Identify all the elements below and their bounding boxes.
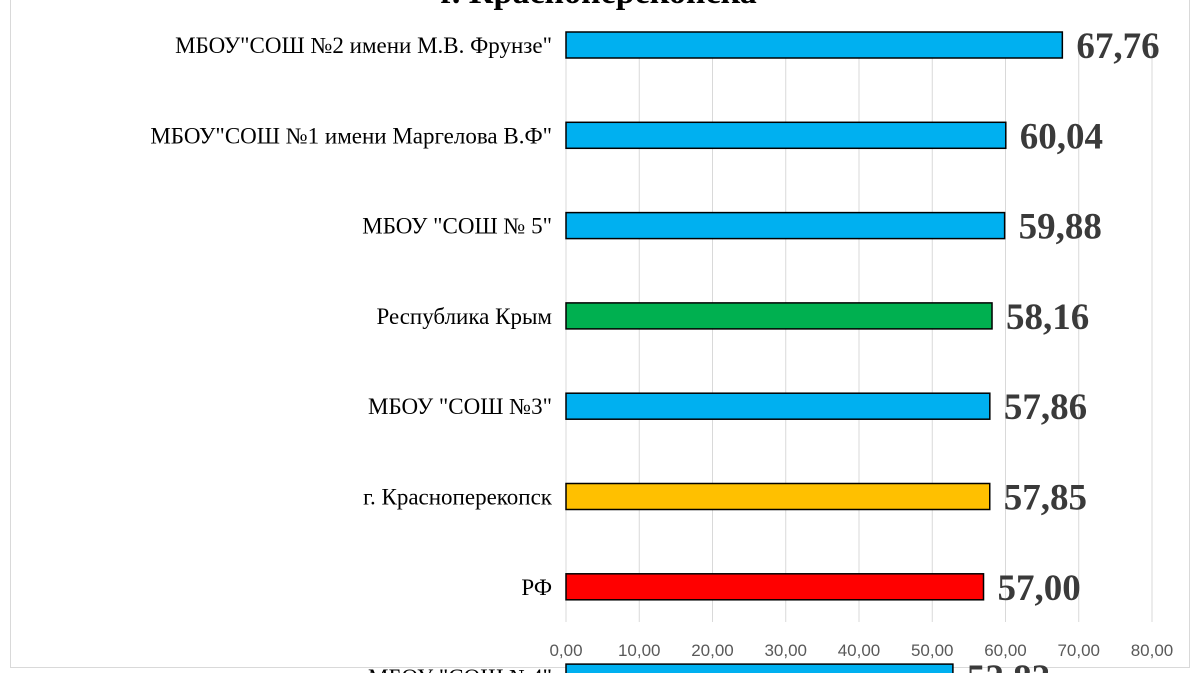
category-label: г. Красноперекопск: [363, 485, 553, 510]
bar: [565, 482, 991, 511]
bar: [565, 573, 985, 601]
bar: [565, 663, 954, 673]
data-label: 60,04: [1020, 116, 1103, 157]
data-label: 67,76: [1076, 26, 1159, 67]
category-label: РФ: [521, 575, 552, 600]
bar: [565, 121, 1007, 150]
data-label: 52,82: [967, 658, 1050, 673]
category-label: МБОУ "СОШ №4": [368, 665, 552, 673]
x-tick-label: 70,00: [1057, 641, 1100, 660]
bar: [565, 392, 991, 420]
category-label: МБОУ"СОШ №2 имени М.В. Фрунзе": [175, 33, 552, 58]
category-label: Республика Крым: [376, 304, 552, 329]
x-tick-label: 10,00: [618, 641, 661, 660]
chart-frame: [10, 0, 1190, 668]
category-label: МБОУ"СОШ №1 имени Маргелова В.Ф": [150, 123, 552, 148]
bar: [565, 302, 993, 330]
x-tick-label: 30,00: [764, 641, 807, 660]
x-tick-label: 80,00: [1131, 641, 1174, 660]
data-label: 58,16: [1006, 297, 1089, 338]
data-label: 57,85: [1004, 478, 1087, 519]
x-tick-label: 40,00: [838, 641, 881, 660]
bar: [565, 211, 1006, 240]
category-label: МБОУ "СОШ № 5": [362, 214, 552, 239]
x-tick-label: 50,00: [911, 641, 954, 660]
chart-title: г. Красноперекопска: [0, 0, 1197, 12]
data-label: 57,86: [1004, 387, 1087, 428]
x-tick-label: 0,00: [549, 641, 582, 660]
bar: [565, 31, 1064, 59]
data-label: 57,00: [998, 568, 1081, 609]
x-tick-label: 20,00: [691, 641, 734, 660]
x-tick-label: 60,00: [984, 641, 1027, 660]
data-label: 59,88: [1019, 207, 1102, 248]
category-label: МБОУ "СОШ №3": [368, 394, 552, 419]
